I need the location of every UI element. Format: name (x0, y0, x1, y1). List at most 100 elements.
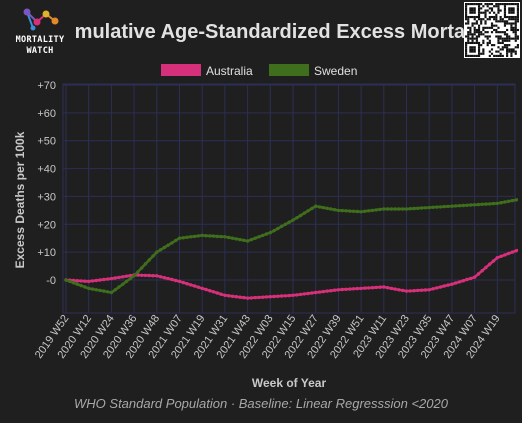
data-point (200, 233, 204, 238)
data-point (196, 234, 201, 238)
data-point (298, 292, 303, 297)
data-point (408, 289, 412, 293)
y-tick-label: +10 (37, 247, 56, 259)
qr-module (471, 24, 474, 27)
y-axis-label: Excess Deaths per 100k (13, 131, 27, 268)
qr-module (473, 37, 476, 40)
qr-module (471, 48, 474, 51)
data-point (71, 281, 76, 285)
qr-module (469, 28, 472, 32)
data-point (435, 205, 439, 209)
data-point (162, 245, 167, 250)
data-point (355, 286, 359, 291)
qr-module (480, 20, 483, 23)
data-point (348, 209, 352, 213)
y-tick-label: +50 (37, 136, 56, 148)
qr-module (477, 13, 481, 16)
qr-module (516, 3, 519, 6)
data-point (314, 290, 318, 295)
qr-module (480, 33, 483, 36)
data-point (431, 205, 435, 209)
qr-module (465, 46, 468, 49)
qr-module (514, 33, 517, 36)
qr-module (514, 3, 517, 6)
qr-module (506, 22, 509, 25)
data-point (378, 207, 382, 212)
qr-code[interactable] (464, 2, 520, 58)
qr-module (495, 15, 498, 19)
qr-module (482, 41, 485, 45)
legend-item-australia[interactable]: Australia (161, 64, 253, 78)
data-point (283, 294, 288, 298)
y-tick-label: +60 (37, 108, 56, 120)
qr-module (493, 24, 496, 27)
qr-module (495, 31, 498, 34)
qr-module (493, 28, 496, 32)
qr-module (495, 35, 498, 38)
legend: Australia Sweden (161, 64, 357, 78)
qr-module (471, 54, 474, 57)
data-point (469, 203, 473, 207)
qr-module (465, 22, 468, 25)
legend-item-sweden[interactable]: Sweden (269, 64, 357, 78)
qr-module (471, 33, 474, 36)
data-point (325, 289, 329, 293)
qr-module (486, 3, 489, 6)
qr-module (469, 26, 472, 29)
data-point (461, 203, 465, 208)
qr-module (508, 11, 511, 14)
data-point (181, 280, 185, 285)
data-point (147, 273, 151, 278)
data-point (336, 288, 341, 292)
qr-module (499, 54, 502, 57)
data-point (431, 287, 435, 291)
qr-module (503, 15, 507, 19)
data-point (124, 279, 129, 284)
qr-module (495, 54, 498, 57)
qr-module (512, 50, 515, 53)
data-point (442, 284, 446, 288)
qr-module (506, 52, 509, 55)
qr-module (514, 50, 517, 53)
y-axis-ticks: -0 +10 +20 +30 +40 +50 +60 +70 (37, 80, 56, 287)
data-point (450, 282, 454, 286)
qr-module (495, 20, 498, 23)
data-point (446, 204, 450, 209)
data-point (94, 278, 99, 283)
qr-module (484, 15, 487, 19)
data-point (291, 293, 295, 297)
data-point (230, 294, 235, 298)
qr-module (506, 48, 509, 51)
data-point (124, 274, 129, 278)
data-point (427, 205, 431, 210)
data-point (480, 269, 484, 273)
qr-module (475, 31, 478, 34)
qr-module (506, 39, 509, 42)
data-point (457, 204, 462, 208)
data-point (503, 200, 507, 204)
data-point (268, 295, 272, 299)
data-point (510, 198, 515, 203)
data-point (140, 266, 144, 270)
qr-module (497, 39, 500, 42)
qr-module (499, 35, 502, 38)
data-point (64, 278, 68, 282)
data-point (438, 285, 443, 289)
data-point (238, 295, 242, 299)
qr-module (488, 41, 491, 45)
qr-module (490, 15, 494, 19)
qr-module (465, 44, 468, 47)
qr-module (484, 3, 487, 6)
data-point (446, 283, 450, 287)
data-point (162, 276, 167, 280)
data-point (363, 209, 367, 213)
data-point (325, 206, 329, 210)
data-point (465, 203, 469, 207)
data-point (385, 207, 390, 211)
x-axis-label: Week of Year (252, 376, 327, 390)
qr-module (486, 9, 489, 12)
data-point (261, 295, 265, 299)
data-point (382, 285, 386, 289)
data-point (393, 207, 397, 211)
